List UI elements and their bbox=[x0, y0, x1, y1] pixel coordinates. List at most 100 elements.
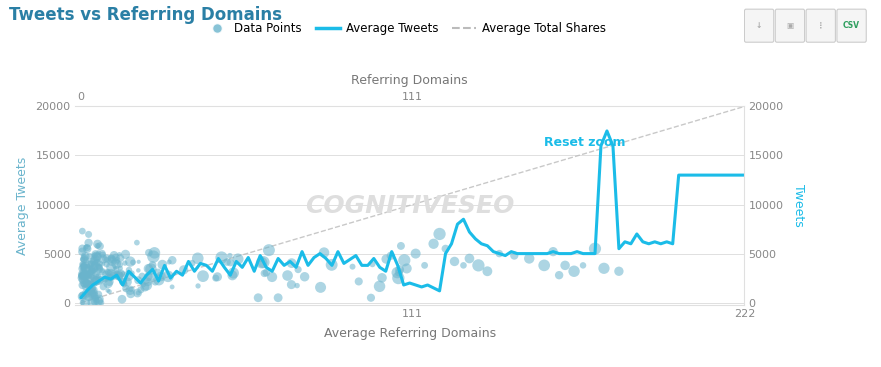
Point bbox=[522, 255, 537, 261]
Point bbox=[324, 262, 338, 268]
Point bbox=[85, 291, 100, 297]
Point bbox=[567, 268, 581, 274]
Point bbox=[112, 273, 126, 279]
Point bbox=[226, 272, 240, 278]
Point bbox=[611, 268, 626, 274]
X-axis label: Average Referring Domains: Average Referring Domains bbox=[323, 327, 496, 340]
Point bbox=[161, 273, 175, 279]
Point bbox=[75, 272, 89, 278]
Point bbox=[75, 249, 89, 255]
Point bbox=[223, 259, 237, 265]
Point bbox=[96, 256, 110, 262]
Point bbox=[259, 270, 273, 276]
Point bbox=[78, 276, 93, 281]
Point bbox=[100, 276, 114, 282]
Point bbox=[83, 282, 97, 288]
Point bbox=[89, 260, 103, 266]
Point bbox=[223, 252, 237, 258]
Point bbox=[76, 282, 90, 288]
Point bbox=[75, 272, 89, 278]
Point bbox=[154, 273, 168, 279]
Point bbox=[85, 261, 99, 267]
Point bbox=[87, 266, 101, 272]
Point bbox=[122, 267, 136, 273]
Point bbox=[78, 284, 93, 290]
Point bbox=[93, 261, 107, 266]
Point bbox=[79, 244, 93, 250]
Point bbox=[141, 274, 155, 280]
Point bbox=[126, 259, 140, 265]
Point bbox=[117, 281, 131, 287]
Point bbox=[96, 284, 110, 290]
Point bbox=[546, 249, 560, 255]
Point bbox=[285, 281, 299, 287]
Point bbox=[418, 262, 432, 268]
Point bbox=[86, 290, 100, 296]
Point bbox=[177, 267, 191, 273]
Point bbox=[141, 266, 155, 272]
Y-axis label: Tweets: Tweets bbox=[791, 184, 804, 227]
Point bbox=[113, 262, 127, 268]
Point bbox=[82, 273, 96, 279]
Point bbox=[588, 246, 602, 252]
Point bbox=[209, 275, 223, 281]
Point bbox=[131, 290, 145, 296]
Point bbox=[82, 282, 96, 288]
Point bbox=[352, 279, 366, 284]
Point bbox=[152, 277, 166, 283]
Text: CSV: CSV bbox=[843, 21, 860, 30]
Point bbox=[131, 277, 145, 283]
Point bbox=[92, 250, 106, 256]
Point bbox=[102, 289, 116, 295]
Point bbox=[116, 270, 130, 276]
Point bbox=[384, 253, 398, 259]
Point bbox=[84, 269, 98, 275]
Text: ⋮: ⋮ bbox=[817, 21, 825, 30]
Point bbox=[507, 252, 522, 258]
Point bbox=[257, 270, 271, 276]
Point bbox=[76, 292, 90, 298]
Point bbox=[112, 272, 126, 278]
Point bbox=[81, 263, 95, 269]
Point bbox=[86, 287, 100, 293]
Point bbox=[85, 268, 99, 274]
Point bbox=[107, 252, 121, 258]
Point bbox=[89, 254, 103, 259]
Point bbox=[141, 279, 155, 285]
Point bbox=[537, 262, 552, 268]
X-axis label: Referring Domains: Referring Domains bbox=[352, 74, 468, 87]
Point bbox=[104, 271, 118, 277]
Point bbox=[151, 269, 165, 275]
Point bbox=[75, 300, 89, 306]
Point bbox=[92, 266, 106, 272]
Point bbox=[85, 259, 99, 265]
Point bbox=[76, 257, 90, 262]
Point bbox=[104, 255, 118, 261]
Point bbox=[191, 283, 205, 289]
Point bbox=[433, 231, 447, 237]
Point bbox=[106, 272, 120, 277]
Point bbox=[214, 255, 228, 261]
Point bbox=[103, 275, 117, 280]
Point bbox=[134, 287, 148, 293]
Point bbox=[75, 271, 89, 277]
Point bbox=[105, 256, 119, 262]
Point bbox=[93, 243, 107, 249]
Point bbox=[78, 272, 92, 278]
Point bbox=[254, 256, 268, 262]
Point bbox=[100, 257, 114, 262]
Point bbox=[75, 275, 89, 281]
Point bbox=[79, 280, 93, 286]
Point bbox=[185, 260, 199, 266]
Point bbox=[96, 261, 110, 267]
Point bbox=[81, 272, 95, 277]
Point bbox=[75, 294, 89, 299]
Point bbox=[88, 256, 102, 262]
Point bbox=[109, 266, 123, 272]
Point bbox=[75, 246, 89, 251]
Point bbox=[89, 251, 103, 257]
Point bbox=[107, 272, 121, 278]
Point bbox=[140, 282, 154, 288]
Point bbox=[85, 274, 99, 280]
Point bbox=[116, 279, 130, 285]
